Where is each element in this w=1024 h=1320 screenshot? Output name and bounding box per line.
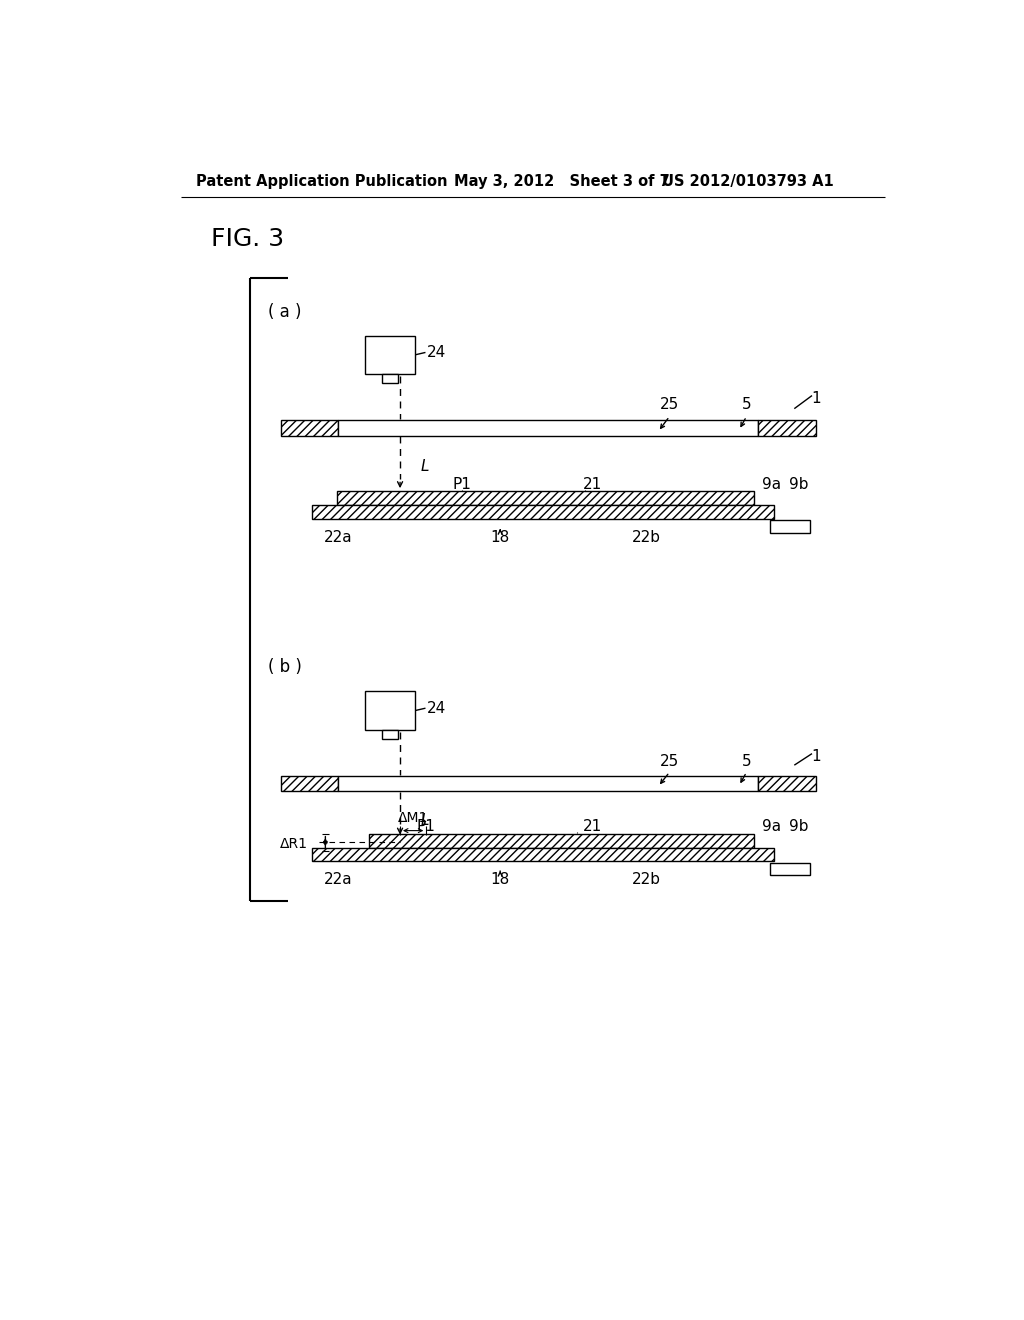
Text: 9b: 9b — [790, 820, 809, 834]
Text: 22a: 22a — [325, 873, 353, 887]
Text: 25: 25 — [659, 397, 679, 412]
Text: 24: 24 — [427, 701, 446, 715]
Text: 18: 18 — [490, 873, 510, 887]
Bar — [382, 730, 397, 739]
Text: 5: 5 — [741, 754, 752, 768]
Text: 18: 18 — [490, 529, 510, 545]
Bar — [366, 692, 416, 730]
Bar — [758, 420, 816, 436]
Text: 25: 25 — [659, 754, 679, 768]
Bar — [281, 420, 339, 436]
Text: 1: 1 — [811, 391, 820, 407]
Text: ( a ): ( a ) — [267, 304, 301, 321]
Text: P1: P1 — [453, 478, 471, 492]
Text: ( b ): ( b ) — [267, 657, 301, 676]
Text: 22a: 22a — [325, 529, 353, 545]
Bar — [770, 520, 810, 533]
Bar — [281, 776, 339, 792]
Text: L: L — [421, 813, 429, 828]
Bar — [370, 834, 755, 847]
Text: May 3, 2012   Sheet 3 of 7: May 3, 2012 Sheet 3 of 7 — [454, 174, 670, 189]
Text: 9b: 9b — [790, 478, 809, 492]
Bar — [311, 504, 773, 519]
Bar — [366, 335, 416, 374]
Text: 24: 24 — [427, 345, 446, 360]
Bar — [339, 420, 758, 436]
Text: 5: 5 — [741, 397, 752, 412]
Text: L: L — [421, 459, 429, 474]
Text: 9a: 9a — [763, 478, 781, 492]
Text: FIG. 3: FIG. 3 — [211, 227, 285, 251]
Bar — [382, 374, 397, 383]
Text: P1: P1 — [417, 820, 435, 834]
Text: 22b: 22b — [632, 873, 660, 887]
Text: 9a: 9a — [763, 820, 781, 834]
Text: 22b: 22b — [632, 529, 660, 545]
Text: ΔR1: ΔR1 — [280, 837, 307, 850]
Text: 21: 21 — [583, 478, 602, 492]
Bar — [758, 776, 816, 792]
Text: 21: 21 — [583, 820, 602, 834]
Bar — [770, 863, 810, 875]
Bar — [339, 776, 758, 792]
Bar — [337, 491, 755, 506]
Text: US 2012/0103793 A1: US 2012/0103793 A1 — [662, 174, 834, 189]
Text: ΔM1: ΔM1 — [398, 812, 428, 825]
Text: 1: 1 — [811, 750, 820, 764]
Text: Patent Application Publication: Patent Application Publication — [196, 174, 447, 189]
Bar — [311, 847, 773, 862]
